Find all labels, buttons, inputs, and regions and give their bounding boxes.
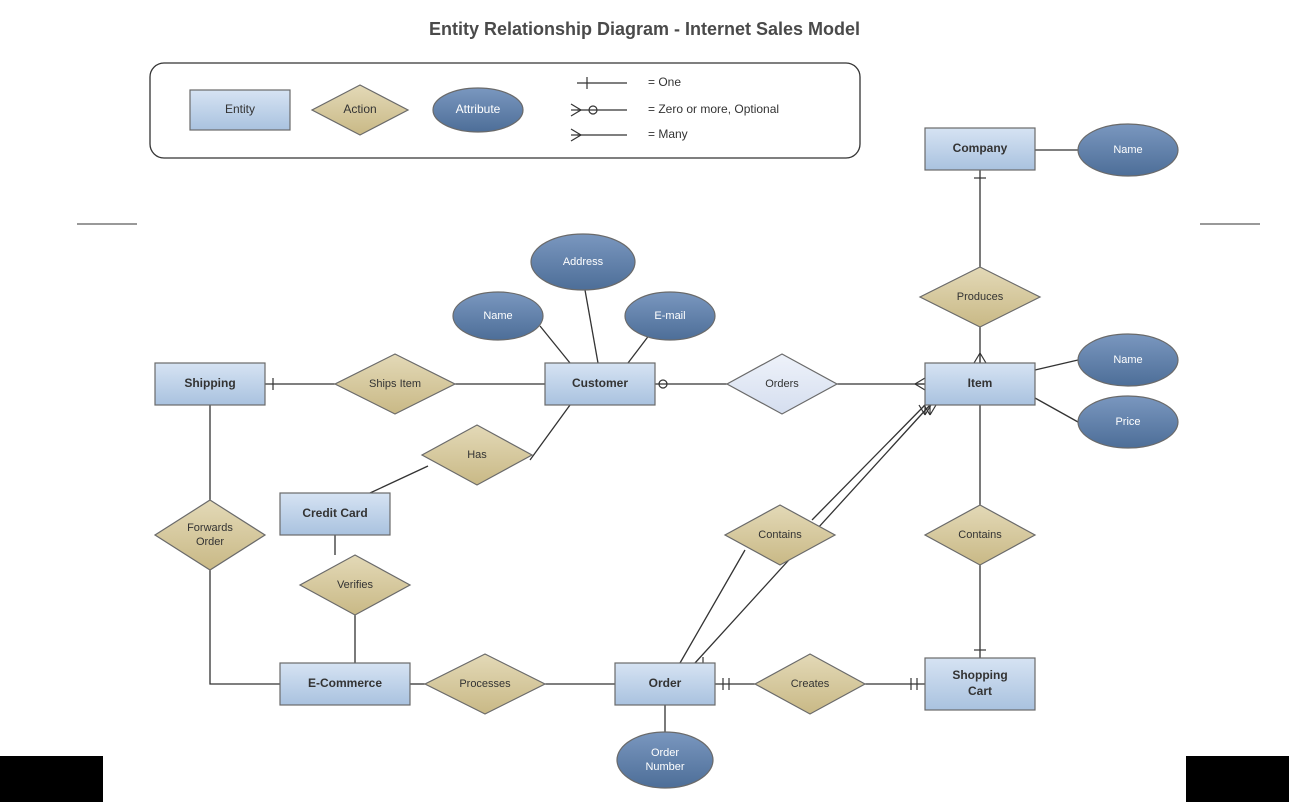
svg-text:Customer: Customer xyxy=(572,376,628,390)
entity-customer: Customer xyxy=(545,363,655,405)
svg-text:Processes: Processes xyxy=(459,678,511,690)
entity-shipping: Shipping xyxy=(155,363,265,405)
svg-text:Attribute: Attribute xyxy=(456,102,501,116)
attribute-iprice: Price xyxy=(1078,396,1178,448)
attribute-cname: Name xyxy=(453,292,543,340)
entity-company: Company xyxy=(925,128,1035,170)
svg-text:Credit Card: Credit Card xyxy=(302,506,367,520)
svg-text:Address: Address xyxy=(563,256,604,268)
svg-text:Creates: Creates xyxy=(791,678,830,690)
entity-ecommerce: E-Commerce xyxy=(280,663,410,705)
svg-text:Order: Order xyxy=(649,676,682,690)
svg-text:Number: Number xyxy=(645,761,684,773)
svg-text:Contains: Contains xyxy=(958,529,1002,541)
legend: Entity Action Attribute = One = Zero or more… xyxy=(150,63,860,158)
svg-text:Order: Order xyxy=(651,747,679,759)
svg-text:Cart: Cart xyxy=(968,684,992,698)
svg-text:Price: Price xyxy=(1115,416,1140,428)
svg-text:Has: Has xyxy=(467,449,487,461)
svg-text:Shipping: Shipping xyxy=(184,376,235,390)
svg-text:Orders: Orders xyxy=(765,378,799,390)
attribute-coname: Name xyxy=(1078,124,1178,176)
svg-text:Name: Name xyxy=(1113,354,1142,366)
svg-text:= Many: = Many xyxy=(648,127,688,141)
svg-text:Action: Action xyxy=(343,102,376,116)
svg-text:E-mail: E-mail xyxy=(654,310,685,322)
svg-text:Item: Item xyxy=(968,376,993,390)
entity-item: Item xyxy=(925,363,1035,405)
svg-text:= One: = One xyxy=(648,75,681,89)
attribute-addr: Address xyxy=(531,234,635,290)
corner-box xyxy=(0,756,103,802)
attribute-cemail: E-mail xyxy=(625,292,715,340)
corner-box xyxy=(1186,756,1289,802)
svg-text:Verifies: Verifies xyxy=(337,579,374,591)
svg-text:= Zero or more, Optional: = Zero or more, Optional xyxy=(648,102,779,116)
entity-order: Order xyxy=(615,663,715,705)
svg-text:E-Commerce: E-Commerce xyxy=(308,676,382,690)
svg-text:Name: Name xyxy=(1113,144,1142,156)
svg-text:Shopping: Shopping xyxy=(952,668,1007,682)
attribute-iname: Name xyxy=(1078,334,1178,386)
svg-text:Contains: Contains xyxy=(758,529,802,541)
svg-text:Order: Order xyxy=(196,536,224,548)
svg-text:Entity Relationship Diagram -: Entity Relationship Diagram - Internet S… xyxy=(429,19,860,39)
svg-text:Name: Name xyxy=(483,310,512,322)
entity-cart: Shopping Cart xyxy=(925,658,1035,710)
svg-text:Company: Company xyxy=(953,141,1008,155)
svg-text:Forwards: Forwards xyxy=(187,522,233,534)
svg-text:Ships Item: Ships Item xyxy=(369,378,421,390)
svg-text:Produces: Produces xyxy=(957,291,1004,303)
svg-text:Entity: Entity xyxy=(225,102,255,116)
entity-creditcard: Credit Card xyxy=(280,493,390,535)
attribute-onum: Order Number xyxy=(617,732,713,788)
